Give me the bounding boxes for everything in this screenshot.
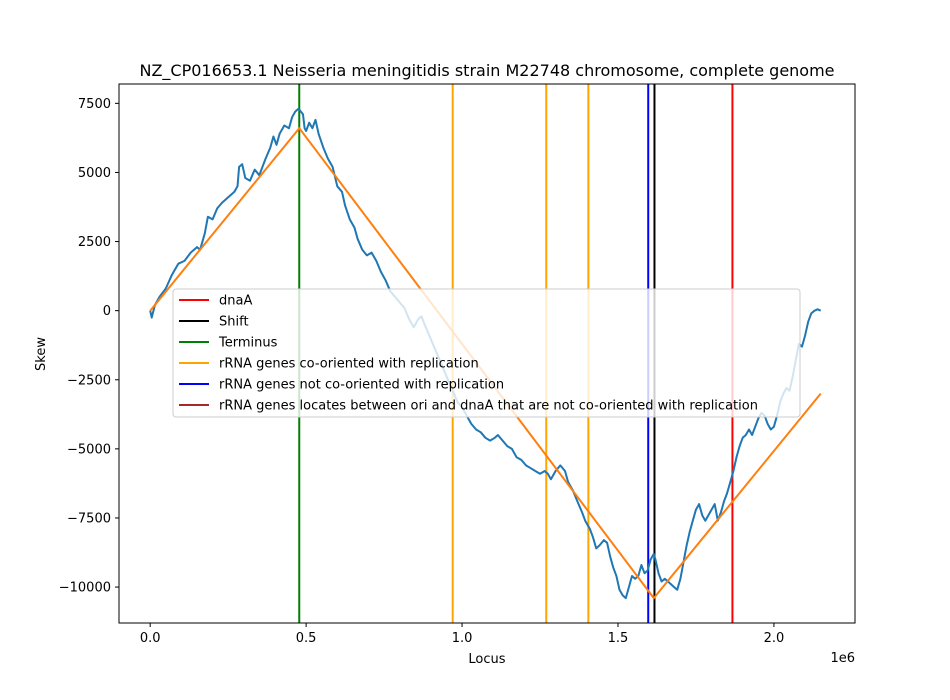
x-tick-label-1: 0.5 [296, 631, 317, 646]
y-tick-label-2: 2500 [78, 235, 111, 250]
y-tick-label-0: 7500 [78, 97, 111, 112]
x-axis-offset-text: 1e6 [830, 651, 855, 666]
plot-frame [118, 83, 856, 624]
x-tick-label-3: 1.5 [608, 631, 629, 646]
y-tick-label-7: −10000 [59, 581, 111, 596]
legend-box [172, 288, 801, 418]
y-tick-label-1: 5000 [78, 166, 111, 181]
legend-label-4: rRNA genes not co-oriented with replicat… [219, 378, 504, 393]
y-tick-label-3: 0 [103, 304, 111, 319]
x-axis-ticks: 0.0 0.5 1.0 1.5 2.0 [140, 623, 784, 646]
chart-title: NZ_CP016653.1 Neisseria meningitidis str… [139, 61, 834, 81]
y-tick-label-4: −2500 [67, 373, 111, 388]
legend-label-2: Terminus [218, 336, 278, 351]
legend-label-0: dnaA [219, 294, 252, 309]
x-tick-label-2: 1.0 [452, 631, 473, 646]
legend-label-3: rRNA genes co-oriented with replication [219, 357, 479, 372]
x-tick-label-4: 2.0 [764, 631, 785, 646]
series-line-0 [149, 107, 822, 600]
y-tick-label-6: −7500 [67, 511, 111, 526]
x-tick-label-0: 0.0 [140, 631, 161, 646]
legend-label-1: Shift [219, 315, 249, 330]
legend: dnaA Shift Terminus rRNA genes co-oriented … [172, 288, 801, 418]
y-tick-label-5: −5000 [67, 442, 111, 457]
legend-label-5: rRNA genes locates between ori and dnaA … [219, 399, 758, 414]
y-axis-label: Skew [34, 337, 49, 371]
y-axis-ticks: 7500 5000 2500 0 −2500 −5000 −7500 −10000 [59, 97, 119, 596]
x-axis-label: Locus [468, 652, 505, 667]
